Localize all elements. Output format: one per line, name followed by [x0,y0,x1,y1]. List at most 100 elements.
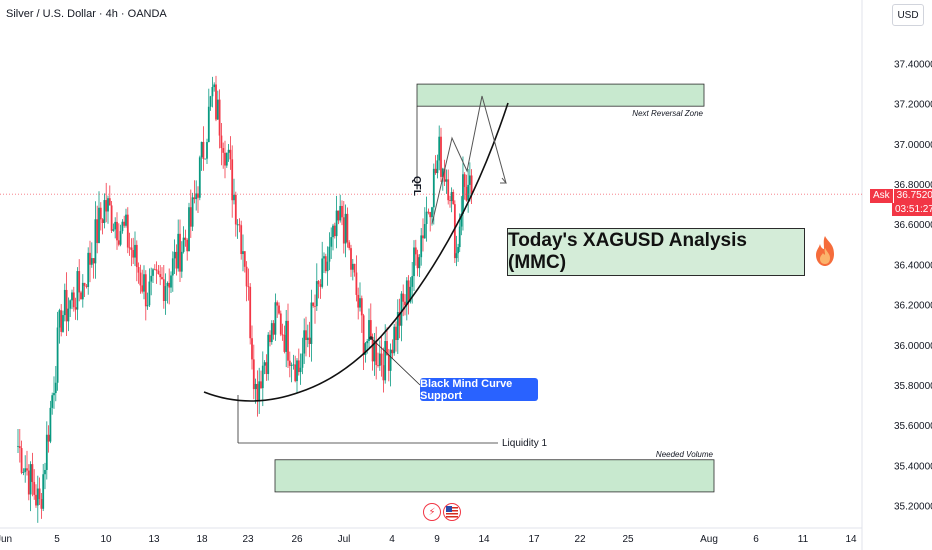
candle-body [362,315,365,356]
candle-body [69,300,72,309]
candle-body [323,256,325,259]
candle-body [281,334,284,336]
candle-body [256,383,259,402]
price-tick-label: 35.60000 [894,421,932,432]
candle-body [132,250,135,258]
candle-body [92,258,95,264]
candle-body [299,367,302,373]
candle-body [377,365,379,366]
candle-body [436,160,439,174]
candle-body [222,148,225,153]
candle-body [74,307,77,310]
candle-body [26,468,28,471]
candle-body [330,237,333,247]
candle-body [303,330,306,354]
candle-body [123,221,126,226]
candle-body [342,217,345,244]
candle-body [400,293,403,326]
candle-body [423,224,426,239]
liquidity-label: Liquidity 1 [502,438,547,449]
candle-body [364,343,367,356]
candle-body [247,286,250,288]
candle-body [301,353,304,368]
callout-connector [370,337,421,386]
candle-body [460,213,463,227]
candle-body [258,381,261,402]
candle-body [386,341,388,356]
candle-body [450,192,453,202]
candle-body [333,225,336,237]
candle-body [288,360,291,366]
candle-body [81,282,84,300]
candle-body [224,152,226,166]
candle-body [378,353,381,366]
candle-body [38,488,41,500]
time-tick-label: 5 [54,534,60,545]
candle-body [193,197,196,200]
candle-body [321,258,324,287]
candle-body [146,305,149,307]
price-tick-label: 35.80000 [894,381,932,392]
candle-body [45,434,48,470]
time-tick-label: Jun [0,534,12,545]
candle-body [65,289,68,322]
candle-body [373,340,376,362]
candle-body [455,253,458,259]
candle-body [447,179,450,201]
candle-body [215,84,217,120]
candle-body [458,226,461,248]
candle-body [209,96,212,107]
needed-volume-box [274,459,715,493]
candle-body [440,136,442,177]
candle-body [404,301,406,306]
candle-body [180,251,183,272]
candle-body [107,198,109,212]
candle-body [80,292,82,300]
candle-body [353,263,356,273]
candle-body [168,282,171,288]
candle-body [279,313,282,335]
candle-body [206,142,208,159]
candle-body [200,141,203,158]
candle-body [229,149,232,160]
candle-body [319,284,322,287]
candle-body [314,305,316,307]
currency-button[interactable]: USD [892,4,924,26]
projection-path [431,95,507,225]
candle-body [416,254,419,269]
candle-body [251,338,253,360]
price-tick-label: 35.40000 [894,461,932,472]
candle-body [294,364,297,382]
candle-body [161,277,163,280]
candle-body [218,99,221,136]
candle-body [339,205,342,221]
candle-body [94,219,97,264]
time-tick-label: 14 [845,534,857,545]
time-tick-label: Aug [700,534,718,545]
candle-body [368,320,370,342]
time-tick-label: 14 [478,534,490,545]
price-tick-label: 36.00000 [894,341,932,352]
candle-body [105,200,108,212]
candle-body [204,158,207,160]
flash-icon[interactable]: ⚡ [423,503,441,521]
candle-body [389,349,392,371]
candle-body [207,106,210,143]
candle-body [173,251,176,259]
candle-body [137,267,140,273]
candle-body [211,87,214,97]
time-tick-label: Jul [338,534,351,545]
price-tick-label: 36.40000 [894,260,932,271]
candle-body [83,282,86,286]
candle-body [60,310,63,332]
us-flag-icon[interactable] [443,503,461,521]
candle-body [422,235,424,239]
candle-body [197,193,199,198]
candle-body [101,219,104,223]
candle-body [42,474,45,509]
candle-body [53,393,55,396]
candle-body [112,229,115,231]
candle-body [312,302,315,306]
candle-body [290,365,293,366]
